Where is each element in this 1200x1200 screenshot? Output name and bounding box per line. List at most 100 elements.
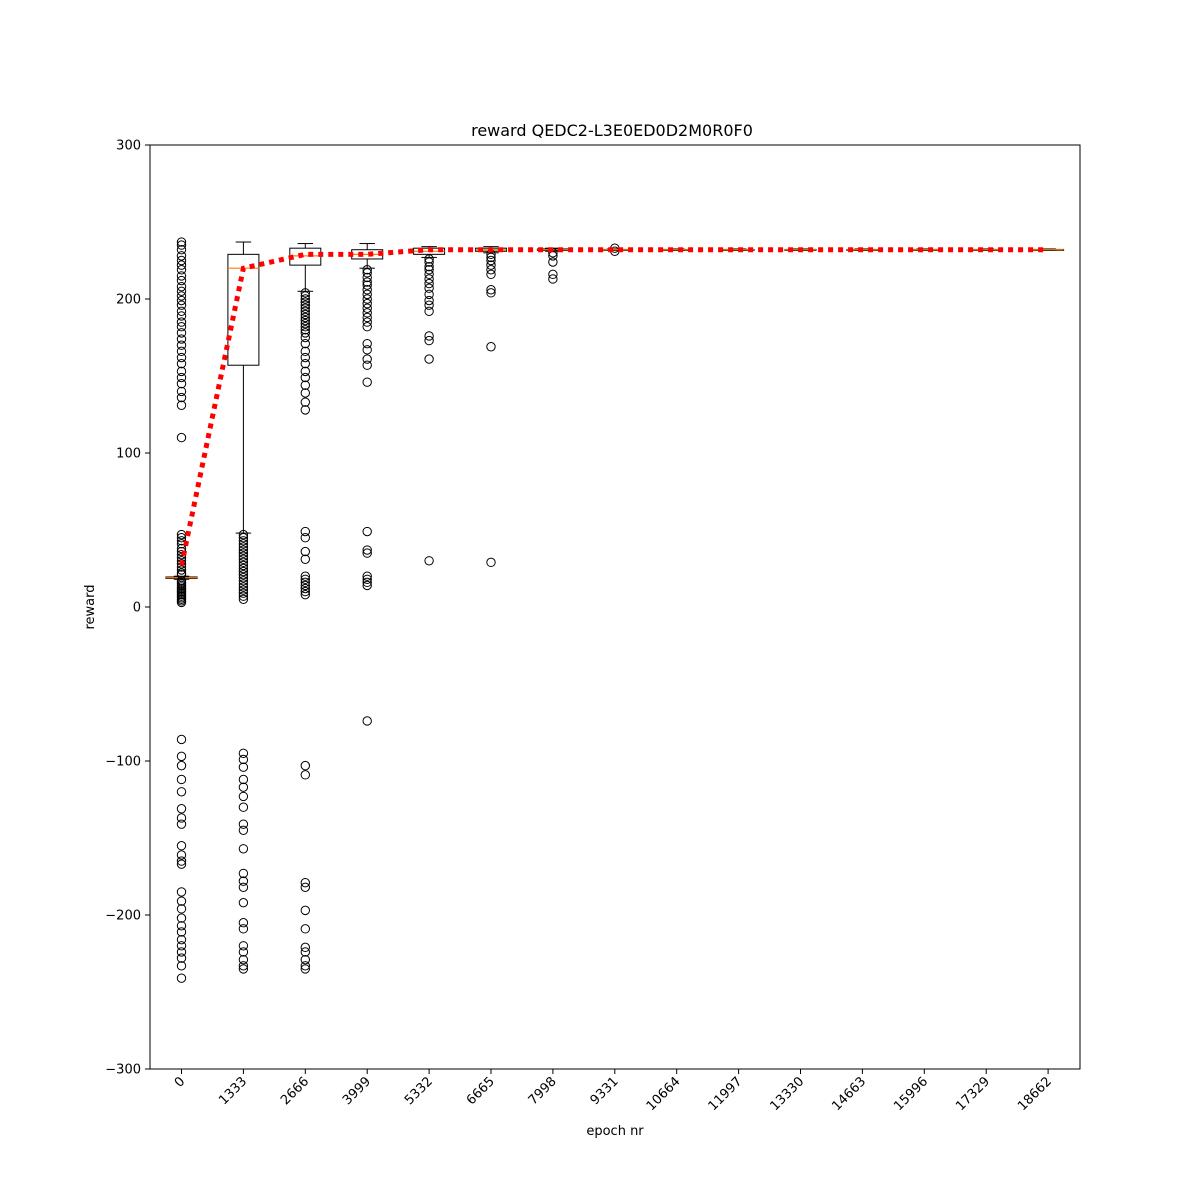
outlier-point bbox=[238, 563, 249, 574]
y-axis: −300 −200 −100 0 100 200 300 bbox=[105, 139, 150, 1078]
outlier-point bbox=[238, 748, 249, 758]
outlier-point bbox=[486, 557, 496, 568]
outlier-point bbox=[176, 372, 187, 383]
outlier-point bbox=[238, 791, 249, 802]
outlier-point bbox=[486, 288, 496, 298]
outlier-point bbox=[300, 533, 310, 543]
outlier-point bbox=[238, 566, 249, 577]
outlier-point bbox=[238, 868, 249, 879]
outlier-point bbox=[238, 876, 249, 886]
outlier-point bbox=[362, 360, 372, 370]
outlier-point bbox=[176, 856, 187, 866]
outlier-point bbox=[238, 961, 249, 971]
outlier-point bbox=[238, 576, 249, 586]
boxplot-0 bbox=[165, 237, 198, 983]
outlier-point bbox=[176, 306, 187, 317]
outlier-point bbox=[176, 760, 187, 771]
outlier-point bbox=[176, 751, 187, 762]
outlier-point bbox=[238, 591, 249, 601]
outlier-point bbox=[238, 762, 249, 772]
boxplot-10664 bbox=[660, 248, 693, 251]
outlier-point bbox=[300, 318, 310, 329]
outlier-point bbox=[300, 571, 310, 581]
outlier-point bbox=[300, 589, 310, 600]
outlier-point bbox=[362, 322, 372, 332]
outlier-point bbox=[238, 548, 249, 558]
outlier-point bbox=[176, 565, 187, 575]
outlier-point bbox=[362, 354, 372, 364]
outlier-point bbox=[486, 260, 496, 270]
outlier-point bbox=[300, 380, 310, 390]
outlier-point bbox=[362, 338, 372, 349]
y-tick-label: −300 bbox=[105, 1063, 141, 1078]
outlier-point bbox=[176, 295, 187, 306]
outlier-point bbox=[424, 257, 434, 267]
outlier-point bbox=[176, 291, 187, 301]
outlier-point bbox=[176, 850, 187, 860]
outlier-point bbox=[300, 760, 310, 771]
outlier-point bbox=[238, 882, 249, 892]
boxplot-1333 bbox=[227, 241, 260, 974]
outlier-point bbox=[176, 311, 187, 321]
outlier-point bbox=[300, 577, 310, 588]
outlier-point bbox=[362, 716, 372, 726]
outlier-point bbox=[176, 366, 187, 377]
outlier-point bbox=[424, 295, 434, 306]
outlier-point bbox=[176, 275, 187, 286]
outlier-point bbox=[238, 754, 249, 765]
outlier-point bbox=[176, 927, 187, 937]
outlier-point bbox=[300, 397, 310, 407]
outlier-point bbox=[424, 306, 434, 317]
outlier-point bbox=[176, 947, 187, 957]
outlier-point bbox=[176, 322, 187, 332]
outlier-point bbox=[176, 271, 187, 281]
outlier-point bbox=[176, 432, 187, 443]
outlier-point bbox=[300, 338, 310, 349]
outlier-point bbox=[238, 947, 249, 957]
x-axis-label: epoch nr bbox=[586, 1124, 644, 1139]
outlier-point bbox=[176, 787, 187, 797]
outlier-point bbox=[424, 354, 434, 364]
outlier-point bbox=[176, 265, 187, 275]
outlier-point bbox=[238, 569, 249, 580]
outlier-point bbox=[300, 300, 310, 310]
outlier-point bbox=[176, 260, 187, 270]
outlier-point bbox=[300, 954, 310, 965]
outlier-point bbox=[300, 526, 310, 537]
outlier-point bbox=[362, 548, 372, 558]
outlier-point bbox=[176, 334, 187, 344]
outlier-point bbox=[424, 331, 434, 341]
outlier-point bbox=[176, 352, 187, 363]
outlier-point bbox=[300, 312, 310, 323]
outlier-point bbox=[300, 405, 310, 415]
outlier-point bbox=[176, 300, 187, 310]
outlier-point bbox=[176, 934, 187, 945]
chart-title: reward QEDC2-L3E0ED0D2M0R0F0 bbox=[471, 121, 753, 140]
plot-area bbox=[165, 237, 1065, 983]
outlier-point bbox=[424, 261, 434, 272]
outlier-point bbox=[300, 586, 310, 597]
outlier-point bbox=[176, 973, 187, 983]
outlier-point bbox=[176, 340, 187, 350]
outlier-point bbox=[300, 961, 310, 971]
outlier-point bbox=[238, 954, 249, 965]
outlier-point bbox=[176, 921, 187, 931]
outlier-point bbox=[362, 308, 372, 318]
outlier-point bbox=[238, 551, 249, 561]
outlier-point bbox=[300, 574, 310, 584]
boxplot-17329 bbox=[970, 248, 1003, 251]
outlier-point bbox=[424, 300, 434, 310]
outlier-point bbox=[176, 941, 187, 951]
outlier-point bbox=[176, 328, 187, 338]
outlier-point bbox=[362, 294, 372, 304]
outlier-point bbox=[238, 536, 249, 546]
outlier-point bbox=[176, 255, 187, 266]
outlier-point bbox=[238, 560, 249, 571]
outlier-point bbox=[176, 317, 187, 327]
outlier-point bbox=[238, 825, 249, 835]
outlier-point bbox=[238, 545, 249, 555]
outlier-point bbox=[300, 297, 310, 307]
outlier-point bbox=[300, 322, 310, 332]
outlier-point bbox=[486, 285, 496, 295]
outlier-point bbox=[424, 335, 434, 346]
